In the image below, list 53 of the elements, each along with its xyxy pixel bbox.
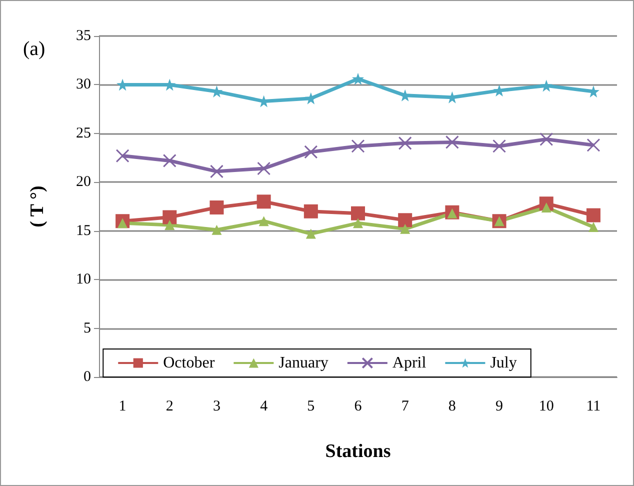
x-tick-label: 7 xyxy=(401,398,410,414)
point xyxy=(162,210,177,224)
x-tick-label: 5 xyxy=(307,398,315,414)
y-tick-label: 20 xyxy=(76,174,91,190)
point xyxy=(212,224,222,235)
point xyxy=(304,204,318,218)
legend-label: January xyxy=(278,354,328,372)
y-tick-label: 5 xyxy=(84,320,91,336)
point xyxy=(210,200,224,214)
point xyxy=(540,80,552,92)
point xyxy=(353,218,363,228)
point xyxy=(257,162,271,176)
point xyxy=(352,72,364,85)
text: (a) xyxy=(23,38,46,60)
x-tick-label: 1 xyxy=(118,398,126,414)
x-tick-label: 9 xyxy=(496,398,504,414)
point xyxy=(586,138,600,152)
point xyxy=(304,145,318,159)
point xyxy=(588,222,598,232)
point xyxy=(258,216,269,226)
x-tick-label: 2 xyxy=(166,398,174,414)
point xyxy=(540,132,554,146)
x-tick-label: 11 xyxy=(586,398,601,414)
y-tick-label: 35 xyxy=(76,28,91,44)
point xyxy=(400,224,410,234)
y-tick-label: 15 xyxy=(76,222,91,239)
point xyxy=(445,135,459,149)
point xyxy=(116,149,130,163)
point xyxy=(162,154,176,168)
point xyxy=(306,228,316,239)
x-tick-label: 6 xyxy=(354,398,362,414)
point xyxy=(164,220,175,230)
y-tick-label: 10 xyxy=(76,272,91,288)
legend-label: October xyxy=(163,354,216,372)
legend-label: July xyxy=(490,354,517,372)
y-tick-label: 0 xyxy=(84,369,91,385)
x-tick-label: 8 xyxy=(448,398,456,414)
point xyxy=(210,164,224,178)
point xyxy=(256,194,271,209)
point xyxy=(586,208,600,222)
point xyxy=(492,139,506,153)
legend-label: April xyxy=(392,354,427,372)
y-axis-title: ( T °) xyxy=(27,186,48,228)
point xyxy=(351,206,365,220)
x-tick-label: 3 xyxy=(212,398,220,414)
x-tick-label: 10 xyxy=(538,398,554,414)
x-tick-label: 4 xyxy=(260,398,268,414)
x-axis-title: Stations xyxy=(325,441,391,462)
point xyxy=(351,139,365,153)
point xyxy=(398,136,412,150)
y-tick-label: 30 xyxy=(76,76,91,93)
point xyxy=(398,213,412,228)
y-tick-label: 25 xyxy=(76,125,91,142)
